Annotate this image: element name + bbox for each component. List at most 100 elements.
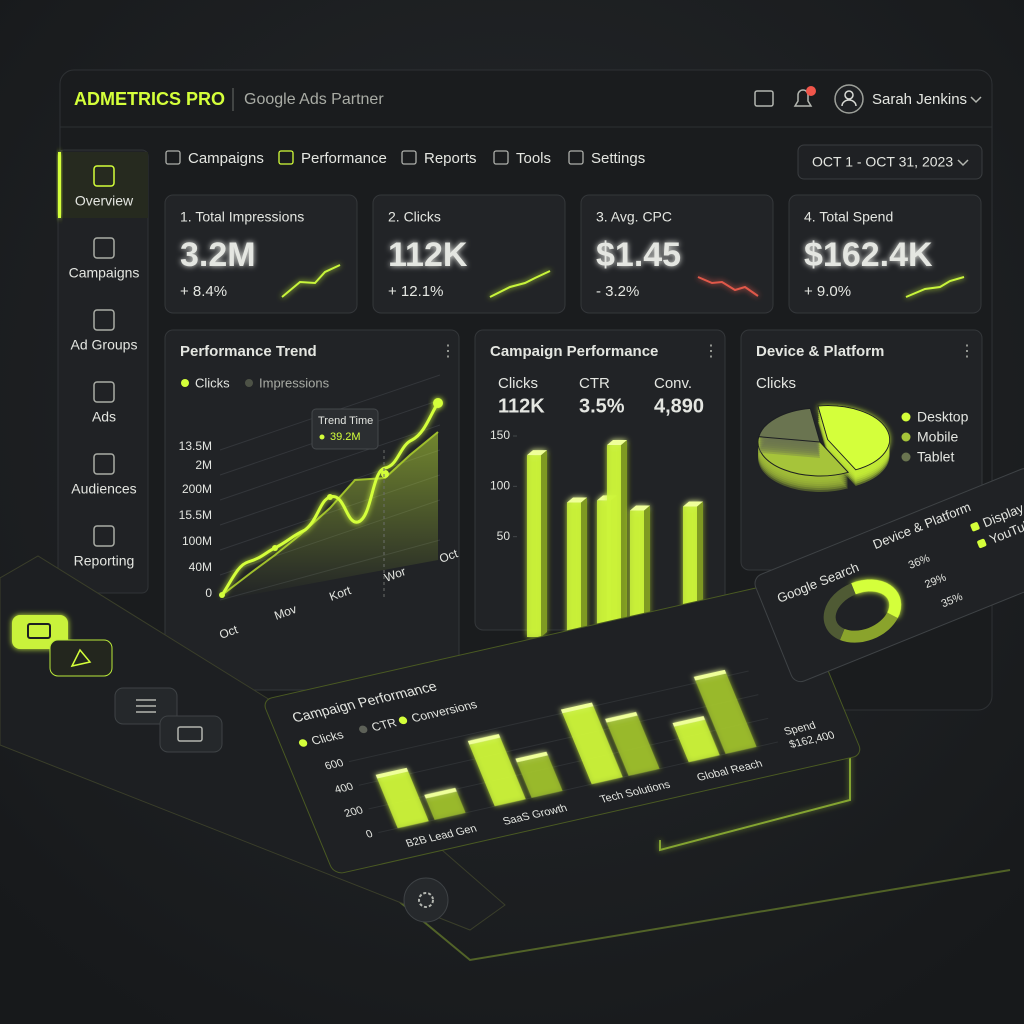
bar-side	[581, 497, 587, 637]
tab-label[interactable]: Settings	[591, 150, 645, 167]
nav-label[interactable]: Audiences	[71, 481, 136, 497]
nav-icon	[93, 453, 115, 475]
y-tick-label: 100M	[182, 534, 212, 548]
y-tick-label: 200	[343, 805, 365, 820]
kpi-card	[372, 194, 566, 314]
y-tick-label: 100	[490, 479, 510, 493]
y-tick-label: 13.5M	[179, 439, 212, 453]
kpi-label: 4. Total Spend	[804, 209, 893, 225]
user-name[interactable]: Sarah Jenkins	[872, 91, 967, 108]
panel-title: Device & Platform	[756, 343, 884, 360]
nav-label[interactable]: Overview	[75, 193, 134, 209]
bar-front	[516, 755, 563, 798]
legend-label: Desktop	[917, 409, 969, 425]
tab-label[interactable]: Campaigns	[188, 150, 264, 167]
y-tick-label: 2M	[195, 458, 212, 472]
sparkline	[489, 270, 551, 298]
point	[381, 470, 389, 478]
y-tick-label: 150	[490, 428, 510, 442]
bar	[672, 715, 720, 763]
y-tick-label: 400	[333, 781, 355, 796]
point	[327, 494, 333, 500]
panel-menu[interactable]: ⋮	[959, 343, 975, 360]
x-tick-label: Oct	[217, 622, 240, 642]
grid-line	[219, 424, 441, 501]
kpi-value: 112K	[388, 236, 468, 274]
panel-menu[interactable]: ⋮	[703, 343, 719, 360]
donut-segment	[851, 579, 902, 619]
notifications-icon[interactable]	[793, 89, 813, 107]
bar-top	[693, 669, 727, 681]
tab-icon	[493, 150, 509, 165]
nav-label[interactable]: Ad Groups	[71, 337, 138, 353]
grid-line	[358, 694, 759, 786]
point	[433, 398, 443, 408]
impressions-line	[221, 431, 439, 596]
tab-label[interactable]: Performance	[301, 150, 387, 167]
pie-slice	[758, 407, 821, 458]
bar	[605, 711, 660, 776]
bar	[693, 669, 757, 754]
kpi-label: 1. Total Impressions	[180, 209, 304, 225]
bar-front	[377, 771, 429, 829]
date-chevron	[957, 159, 969, 167]
bar-side	[644, 505, 650, 637]
date-range[interactable]: OCT 1 - OCT 31, 2023	[812, 154, 953, 170]
settings-icon	[418, 892, 434, 908]
point	[272, 545, 278, 551]
kpi-value: 3.2M	[180, 236, 256, 274]
nav-label[interactable]: Reporting	[74, 553, 135, 569]
dock-button[interactable]	[49, 639, 113, 677]
bar-top	[630, 505, 650, 511]
bar-top	[467, 733, 501, 745]
bar	[567, 497, 587, 637]
legend-dot	[970, 522, 980, 532]
panel-menu[interactable]: ⋮	[440, 343, 456, 360]
tab-label[interactable]: Reports	[424, 150, 477, 167]
bar-front	[425, 791, 466, 820]
nav-label[interactable]: Ads	[92, 409, 116, 425]
y-tick-label: 0	[205, 586, 212, 600]
legend-label: Tablet	[917, 449, 954, 465]
avatar-icon	[844, 90, 854, 100]
bar-front	[567, 502, 581, 637]
bar-top	[683, 501, 703, 507]
slice-top	[817, 405, 891, 471]
kpi-value: $162.4K	[804, 236, 933, 274]
nav-label[interactable]: Campaigns	[69, 265, 140, 281]
bar	[607, 440, 627, 637]
user-menu-chevron[interactable]	[970, 96, 982, 104]
bar-top	[567, 497, 587, 503]
settings-button[interactable]	[403, 877, 449, 923]
pie-slice	[757, 436, 850, 492]
nav-icon	[93, 525, 115, 547]
bar-top	[375, 767, 409, 779]
tooltip-value: 39.2M	[330, 431, 361, 443]
kpi-card	[788, 194, 982, 314]
dock-icon	[136, 699, 156, 713]
x-tick-label: Oct	[437, 546, 460, 566]
dock-button[interactable]	[159, 715, 223, 753]
date-picker[interactable]	[797, 144, 983, 180]
panel-title: Performance Trend	[180, 343, 317, 360]
bar-top	[607, 440, 627, 446]
y-tick-label: 0	[364, 828, 375, 840]
kpi-label: 2. Clicks	[388, 209, 441, 225]
dock-icon	[70, 648, 92, 668]
nav-icon	[93, 165, 115, 187]
y-tick-label: 600	[323, 757, 345, 772]
legend-dot	[298, 739, 308, 747]
panel-subtitle: Clicks	[756, 375, 796, 392]
donut-segment	[839, 612, 898, 643]
bar	[527, 450, 547, 637]
tab-label[interactable]: Tools	[516, 150, 551, 167]
legend-label: Clicks	[309, 728, 345, 748]
legend-dot	[977, 538, 987, 549]
panel-title: Campaign Performance	[490, 343, 658, 360]
messages-icon[interactable]	[754, 90, 774, 107]
notification-dot	[806, 86, 816, 96]
legend-dot	[181, 379, 189, 387]
